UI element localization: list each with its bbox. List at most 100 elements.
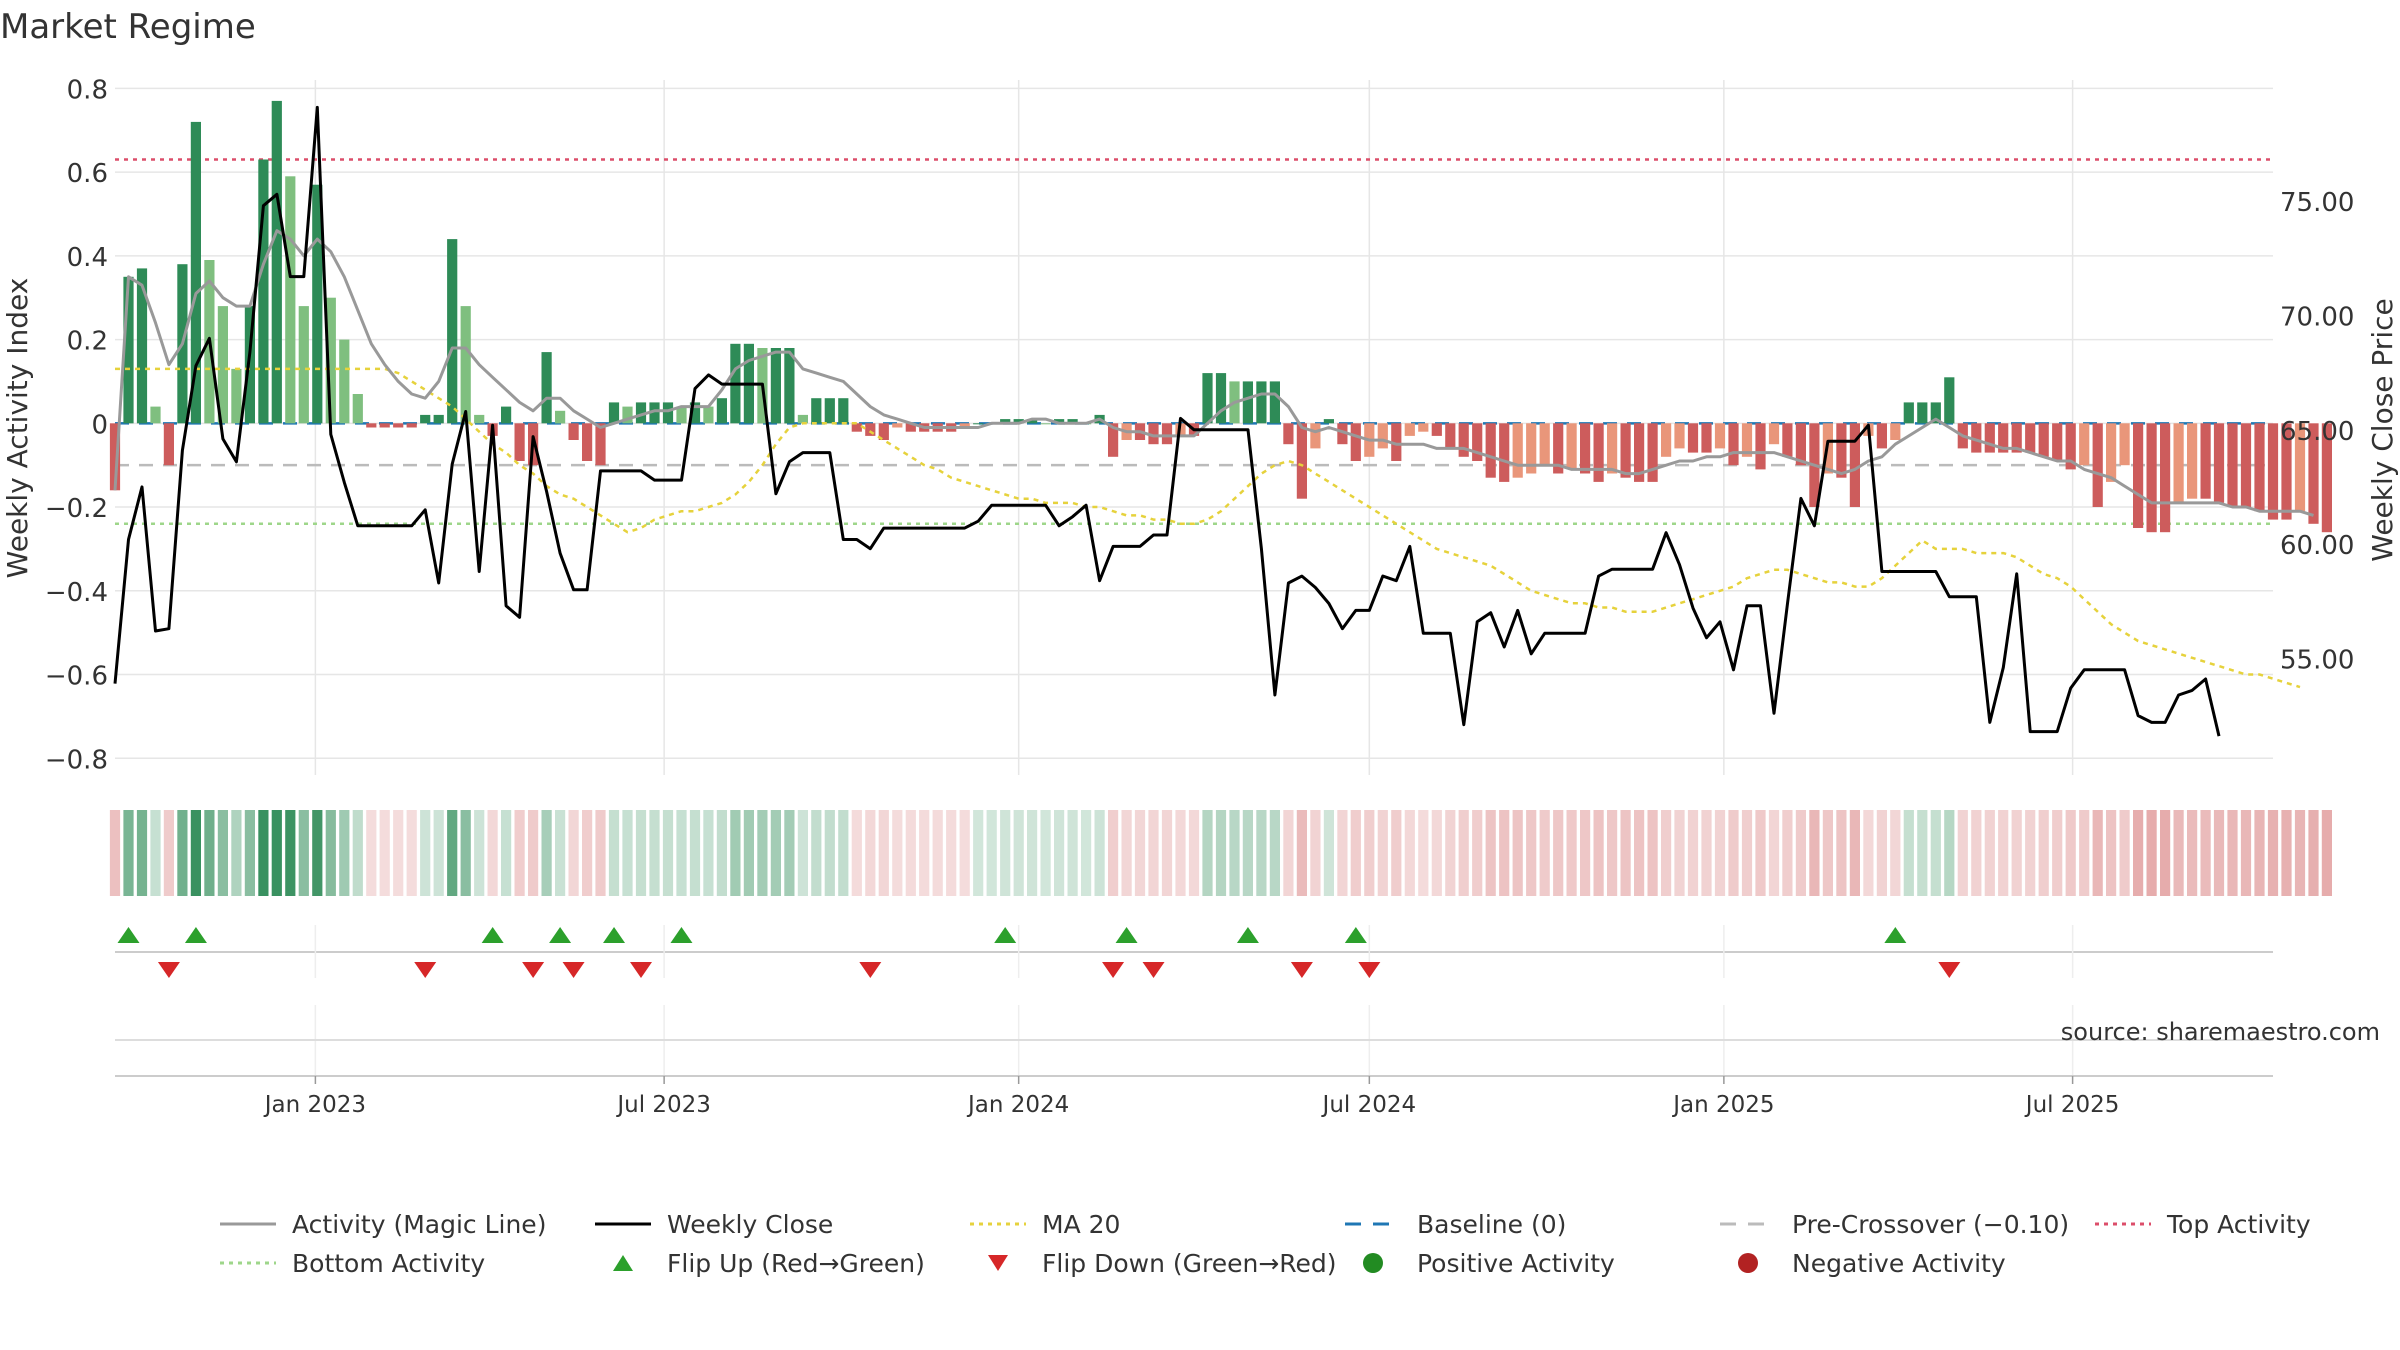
regime-cell: [1634, 810, 1645, 896]
regime-cell: [1283, 810, 1294, 896]
y-tick-label: 0.6: [67, 159, 108, 189]
regime-cell: [1809, 810, 1820, 896]
activity-bar: [1661, 423, 1672, 457]
activity-bar: [2119, 423, 2130, 466]
regime-cell: [1229, 810, 1240, 896]
regime-cell: [2227, 810, 2238, 896]
regime-cell: [851, 810, 862, 896]
y-tick-label: −0.4: [45, 578, 108, 608]
regime-cell: [163, 810, 174, 896]
regime-cell: [231, 810, 242, 896]
regime-cell: [1485, 810, 1496, 896]
regime-cell: [1930, 810, 1941, 896]
regime-cell: [2025, 810, 2036, 896]
regime-cell: [2281, 810, 2292, 896]
legend-label: Weekly Close: [667, 1210, 833, 1239]
regime-cell: [1242, 810, 1253, 896]
regime-cell: [312, 810, 323, 896]
activity-bar: [1971, 423, 1982, 453]
regime-cell: [2106, 810, 2117, 896]
axes: 0.8 0.6 0.4 0.2 0 −0.2 −0.4 −0.6 −0.8 75.00 70.00 6…: [45, 75, 2355, 775]
activity-bar: [2106, 423, 2117, 482]
legend-item-bottom: Bottom Activity: [220, 1249, 485, 1278]
y2-tick-label: 75.00: [2280, 188, 2354, 218]
regime-cell: [959, 810, 970, 896]
regime-cell: [703, 810, 714, 896]
activity-bar: [1296, 423, 1307, 499]
legend-swatch: [988, 1255, 1008, 1271]
regime-cell: [1418, 810, 1429, 896]
activity-bar: [568, 423, 579, 440]
regime-cell: [1310, 810, 1321, 896]
activity-bar: [1215, 373, 1227, 424]
regime-cell: [1984, 810, 1995, 896]
activity-bar: [797, 414, 808, 424]
activity-bar: [824, 398, 835, 424]
legend-label: Flip Up (Red→Green): [667, 1249, 925, 1278]
regime-cell: [541, 810, 552, 896]
ma20-line: [115, 367, 2301, 689]
activity-bar: [1283, 423, 1294, 445]
regime-cell: [2065, 810, 2076, 896]
regime-cell: [474, 810, 485, 896]
regime-cell: [1795, 810, 1806, 896]
activity-bar: [676, 406, 687, 424]
regime-cell: [1526, 810, 1537, 896]
activity-bar: [1202, 373, 1213, 424]
regime-cell: [460, 810, 471, 896]
activity-bar: [447, 239, 458, 424]
regime-cell: [1296, 810, 1307, 896]
activity-bar: [2092, 423, 2103, 507]
y-tick-label: 0: [91, 410, 108, 440]
regime-cell: [1445, 810, 1456, 896]
regime-cell: [1607, 810, 1618, 896]
regime-cell: [1377, 810, 1388, 896]
activity-bar: [649, 402, 660, 424]
activity-bar: [784, 348, 795, 424]
activity-bar: [285, 176, 296, 424]
activity-bar: [622, 406, 633, 424]
regime-cell: [393, 810, 404, 896]
flip-down-marker: [1938, 962, 1961, 978]
activity-bar: [541, 352, 552, 424]
regime-cell: [1714, 810, 1726, 896]
regime-cell: [1674, 810, 1685, 896]
activity-bar: [433, 414, 444, 424]
activity-bar: [150, 406, 161, 424]
source-note: source: sharemaestro.com: [2061, 1018, 2380, 1046]
regime-cell: [892, 810, 903, 896]
activity-bar: [1108, 423, 1119, 457]
weekly-close-line: [113, 105, 2221, 737]
activity-bar: [244, 306, 255, 424]
activity-bar: [1337, 423, 1348, 445]
regime-cell: [1903, 810, 1914, 896]
regime-cell: [1755, 810, 1766, 896]
regime-cell: [1081, 810, 1092, 896]
regime-cell: [379, 810, 390, 896]
regime-cell: [784, 810, 795, 896]
activity-bar: [1445, 423, 1456, 449]
activity-bar: [325, 297, 336, 424]
regime-cell: [730, 810, 741, 896]
date-axis: Jan 2023 Jul 2023 Jan 2024 Jul 2024 Jan 2025…: [115, 1005, 2273, 1118]
regime-cell: [811, 810, 822, 896]
x-tick-label: Jul 2024: [1321, 1092, 1417, 1118]
activity-bar: [2267, 423, 2279, 520]
regime-cell: [2119, 810, 2130, 896]
regime-cell: [1054, 810, 1065, 896]
regime-cell: [932, 810, 943, 896]
activity-bar: [811, 398, 822, 424]
flip-down-marker: [1358, 962, 1381, 978]
activity-bar: [2294, 423, 2306, 512]
legend-swatch: [1363, 1253, 1383, 1273]
activity-bar: [1836, 423, 1847, 478]
activity-bar: [1269, 381, 1280, 424]
legend: Activity (Magic Line) Weekly Close MA 20 Ba…: [220, 1210, 2311, 1278]
regime-cell: [285, 810, 296, 896]
activity-bar: [1485, 423, 1496, 478]
regime-cell: [905, 810, 916, 896]
activity-bar: [1027, 419, 1038, 424]
regime-cell: [1593, 810, 1604, 896]
activity-bar: [1458, 423, 1469, 457]
regime-cell: [1553, 810, 1564, 896]
